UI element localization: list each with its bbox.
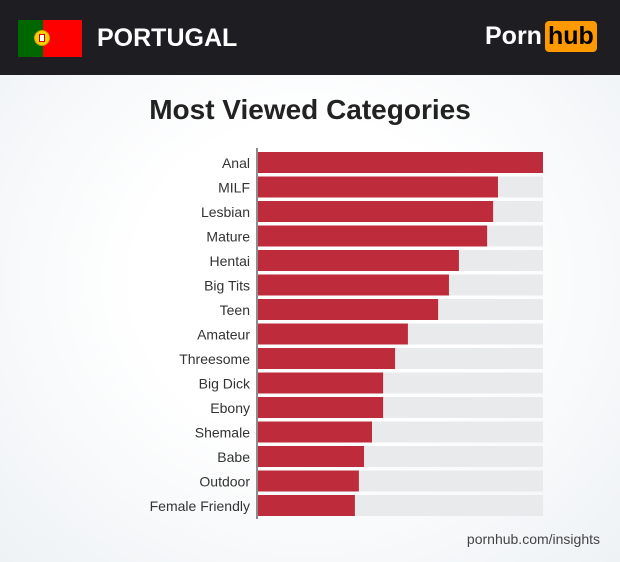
bar [258,495,355,516]
bar [258,250,459,271]
bar [258,348,396,369]
source-link[interactable]: pornhub.com/insights [466,531,600,547]
bar [258,274,449,296]
category-label: Lesbian [201,204,250,220]
category-label: Outdoor [199,474,250,490]
bar [258,225,488,247]
bar [258,421,372,443]
header-bar: PORTUGAL Porn hub [0,0,620,75]
category-label: MILF [218,180,250,196]
bar [258,397,384,418]
bar [258,299,439,320]
bar [258,323,408,345]
pornhub-logo[interactable]: Porn hub [485,21,597,52]
category-label: Female Friendly [150,498,250,514]
category-label: Babe [217,449,250,465]
bar [258,372,384,394]
category-label: Threesome [179,351,250,367]
category-label: Anal [222,155,250,171]
category-label: Big Dick [199,376,251,392]
category-label: Big Tits [204,278,250,294]
logo-left: Porn [485,22,542,50]
bar [258,446,365,467]
country-name: PORTUGAL [97,24,238,52]
category-label: Teen [220,302,250,318]
portugal-flag-icon [18,20,82,57]
category-label: Amateur [197,327,250,343]
category-label: Ebony [210,400,250,416]
category-label: Mature [206,229,250,245]
category-label: Shemale [195,425,250,441]
bar [258,152,543,173]
bar [258,470,359,492]
category-label: Hentai [210,253,250,269]
bar [258,201,494,222]
bar [258,176,498,198]
chart-title: Most Viewed Categories [149,94,471,125]
logo-right: hub [544,21,597,52]
